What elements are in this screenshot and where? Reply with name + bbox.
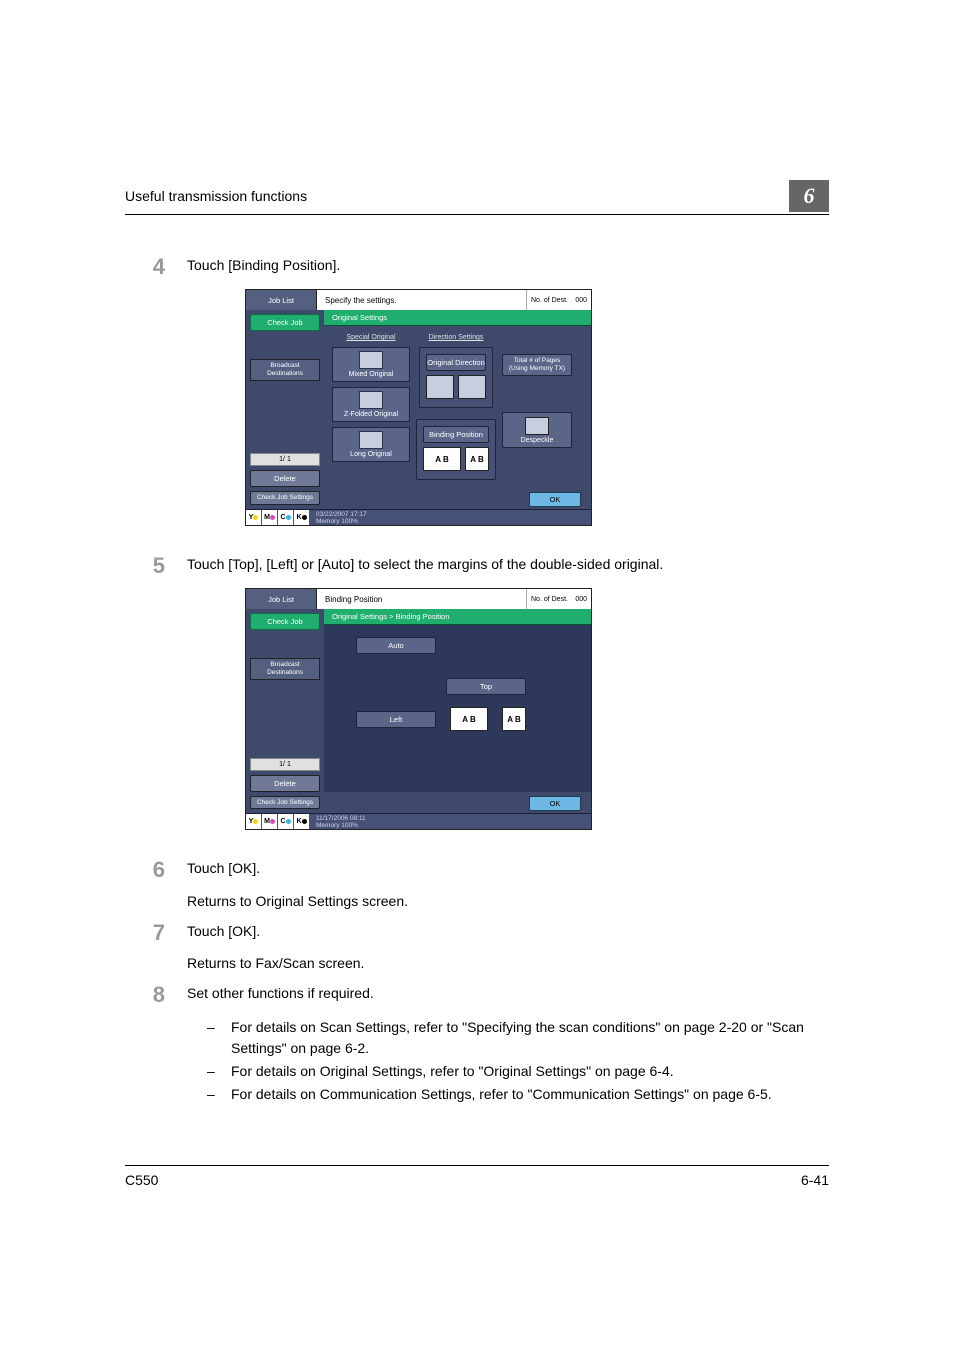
bullet-dash: – — [207, 1061, 231, 1082]
step-text: Touch [OK]. — [187, 858, 829, 882]
check-job-button[interactable]: Check Job — [250, 314, 320, 331]
footer-model: C550 — [125, 1172, 158, 1188]
job-list-button[interactable]: Job List — [246, 290, 317, 310]
job-list-button[interactable]: Job List — [246, 589, 317, 609]
auto-button[interactable]: Auto — [356, 637, 436, 654]
datetime-label: 03/22/2007 17:17 Memory 100% — [310, 511, 367, 525]
broadcast-dest-button[interactable]: Broadcast Destinations — [250, 658, 320, 680]
step-number: 5 — [125, 554, 187, 578]
step-text: Touch [Binding Position]. — [187, 255, 829, 279]
toner-status: Y M C K — [246, 510, 310, 525]
top-button[interactable]: Top — [446, 678, 526, 695]
step-number: 8 — [125, 983, 187, 1007]
ab-icon: A B — [450, 707, 488, 731]
page-indicator: 1/ 1 — [250, 758, 320, 771]
step-number: 7 — [125, 921, 187, 945]
bullet-text: For details on Original Settings, refer … — [231, 1061, 829, 1082]
ab-icon: A B — [465, 447, 489, 471]
ok-button[interactable]: OK — [529, 796, 581, 811]
despeckle-icon — [525, 417, 549, 435]
bullet-text: For details on Scan Settings, refer to "… — [231, 1017, 829, 1059]
page-indicator: 1/ 1 — [250, 453, 320, 466]
original-direction-button[interactable]: Original Direction — [426, 354, 486, 371]
bullet-dash: – — [207, 1084, 231, 1105]
bullet-dash: – — [207, 1017, 231, 1059]
step-text: Touch [OK]. — [187, 921, 829, 945]
total-pages-button[interactable]: Total # of Pages (Using Memory TX) — [502, 354, 572, 376]
qty-indicator: No. of Dest. 000 — [526, 290, 591, 310]
column-label: Special Original — [346, 334, 395, 341]
step-text: Set other functions if required. — [187, 983, 829, 1007]
screen-title: Specify the settings. — [317, 290, 526, 310]
section-title: Useful transmission functions — [125, 188, 307, 204]
datetime-label: 11/17/2006 08:11 Memory 100% — [310, 815, 366, 829]
broadcast-dest-button[interactable]: Broadcast Destinations — [250, 359, 320, 381]
document-icon — [359, 391, 383, 409]
footer-page: 6-41 — [801, 1172, 829, 1188]
delete-button[interactable]: Delete — [250, 470, 320, 487]
direction-icon — [458, 375, 486, 399]
ab-icon: A B — [423, 447, 461, 471]
mixed-original-button[interactable]: Mixed Original — [332, 347, 410, 382]
screen-title: Binding Position — [317, 589, 526, 609]
ok-button[interactable]: OK — [529, 492, 581, 507]
step-text: Touch [Top], [Left] or [Auto] to select … — [187, 554, 829, 578]
bullet-text: For details on Communication Settings, r… — [231, 1084, 829, 1105]
step-subtext: Returns to Fax/Scan screen. — [187, 955, 829, 971]
check-job-settings-button[interactable]: Check Job Settings — [250, 491, 320, 505]
breadcrumb: Original Settings > Binding Position — [324, 609, 591, 625]
binding-position-button[interactable]: Binding Position — [423, 426, 489, 443]
left-button[interactable]: Left — [356, 711, 436, 728]
qty-indicator: No. of Dest. 000 — [526, 589, 591, 609]
screenshot-original-settings: Job List Specify the settings. No. of De… — [245, 289, 829, 526]
z-folded-button[interactable]: Z-Folded Original — [332, 387, 410, 422]
long-original-button[interactable]: Long Original — [332, 427, 410, 462]
check-job-settings-button[interactable]: Check Job Settings — [250, 796, 320, 810]
delete-button[interactable]: Delete — [250, 775, 320, 792]
toner-status: Y M C K — [246, 814, 310, 829]
chapter-number-box: 6 — [789, 180, 829, 212]
document-icon — [359, 431, 383, 449]
step-number: 6 — [125, 858, 187, 882]
chapter-number: 6 — [804, 183, 815, 209]
tab-original-settings[interactable]: Original Settings — [324, 310, 591, 326]
direction-icon — [426, 375, 454, 399]
check-job-button[interactable]: Check Job — [250, 613, 320, 630]
screenshot-binding-position: Job List Binding Position No. of Dest. 0… — [245, 588, 829, 830]
step-subtext: Returns to Original Settings screen. — [187, 893, 829, 909]
ab-icon: A B — [502, 707, 526, 731]
column-label: Direction Settings — [429, 334, 484, 341]
despeckle-button[interactable]: Despeckle — [502, 412, 572, 448]
document-icon — [359, 351, 383, 369]
step-number: 4 — [125, 255, 187, 279]
